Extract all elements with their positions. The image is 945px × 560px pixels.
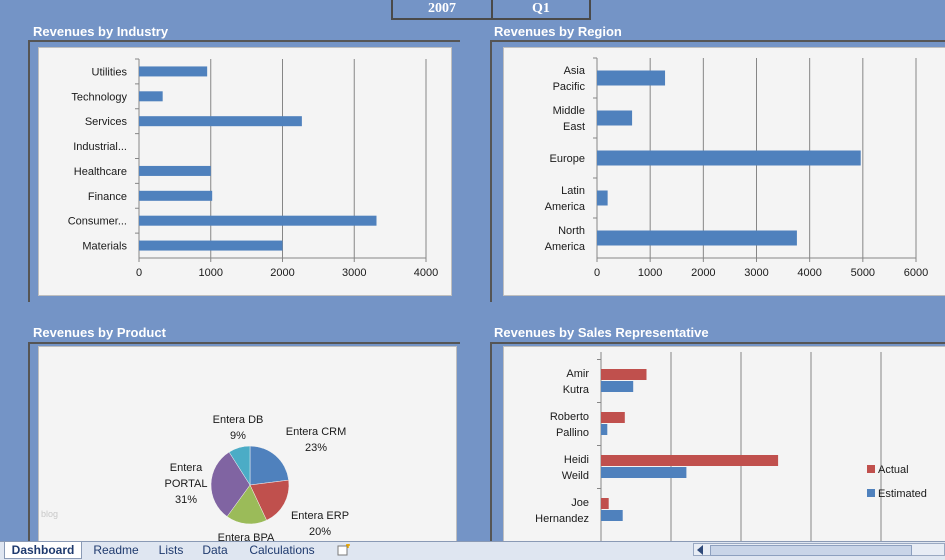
region-panel-rule xyxy=(490,40,945,42)
region-bar xyxy=(597,230,797,246)
industry-tick-label: 0 xyxy=(136,267,142,279)
sales-panel-rule xyxy=(490,342,945,344)
pie-label: Entera CRM 23% xyxy=(286,426,347,454)
horizontal-scrollbar[interactable] xyxy=(693,543,945,556)
industry-panel-edge xyxy=(28,40,30,302)
sales-category-label: Roberto Pallino xyxy=(550,411,589,439)
industry-category-label: Finance xyxy=(88,191,127,203)
region-category-label: Middle East xyxy=(553,105,585,133)
pie-slice-entera-bpa xyxy=(226,484,267,525)
industry-bar xyxy=(139,240,283,251)
insert-sheet-icon[interactable] xyxy=(332,542,356,558)
industry-category-label: Materials xyxy=(82,241,127,253)
industry-bar xyxy=(139,91,163,102)
industry-category-label: Technology xyxy=(71,91,127,103)
tab-lists[interactable]: Lists xyxy=(158,543,184,557)
region-bar xyxy=(597,190,608,206)
region-panel-title: Revenues by Region xyxy=(494,24,622,39)
tab-readme[interactable]: Readme xyxy=(93,543,139,557)
industry-chart-svg: 0 1000 2000 3000 4000 Utilities Technology Serv… xyxy=(68,58,438,279)
product-panel-rule xyxy=(28,342,460,344)
region-tick-label: 3000 xyxy=(744,267,768,279)
region-bar xyxy=(597,110,633,126)
sales-panel-title: Revenues by Sales Representative xyxy=(494,325,709,340)
insert-sheet-glyph xyxy=(337,544,350,556)
quarter-selector[interactable]: Q1 xyxy=(491,0,591,20)
region-tick-label: 4000 xyxy=(797,267,821,279)
industry-tick-label: 1000 xyxy=(199,267,223,279)
year-selector[interactable]: 2007 xyxy=(391,0,493,20)
industry-bar xyxy=(139,215,377,226)
industry-panel-rule xyxy=(28,40,460,42)
sales-chart-svg: Amir Kutra Roberto Pallino Heidi Weild Joe Hern… xyxy=(535,352,927,544)
region-panel-edge xyxy=(490,40,492,302)
industry-bar xyxy=(139,116,302,127)
industry-bar xyxy=(139,165,211,176)
pie-label: Entera DB 9% xyxy=(213,414,264,442)
region-category-label: North America xyxy=(545,225,586,253)
region-bar xyxy=(597,70,666,86)
sales-category-label: Heidi Weild xyxy=(562,454,589,482)
industry-bar xyxy=(139,190,213,201)
sales-bar-estimated xyxy=(601,467,687,478)
industry-tick-label: 2000 xyxy=(270,267,294,279)
sales-legend-swatch-estimated xyxy=(867,489,875,497)
watermark-text: blog xyxy=(41,509,59,519)
pie-slice-entera-erp xyxy=(249,479,290,521)
pie-slice-entera-crm xyxy=(249,445,289,486)
sales-panel-edge xyxy=(490,342,492,542)
pie-slice-entera-db xyxy=(228,445,251,486)
region-tick-label: 1000 xyxy=(638,267,662,279)
region-tick-label: 0 xyxy=(594,267,600,279)
sales-bar-actual xyxy=(601,498,609,509)
region-bar xyxy=(597,150,861,166)
scrollbar-thumb[interactable] xyxy=(710,545,912,556)
region-category-label: Asia Pacific xyxy=(553,65,586,93)
industry-category-label: Services xyxy=(85,116,128,128)
sales-legend-swatch-actual xyxy=(867,465,875,473)
industry-category-label: Utilities xyxy=(92,66,128,78)
sales-category-label: Amir Kutra xyxy=(563,368,590,396)
product-panel-edge xyxy=(28,342,30,542)
industry-tick-label: 3000 xyxy=(342,267,366,279)
sales-bar-estimated xyxy=(601,381,634,392)
region-category-label: Europe xyxy=(550,153,585,165)
product-panel-title: Revenues by Product xyxy=(33,325,166,340)
region-tick-label: 6000 xyxy=(904,267,928,279)
sales-bar-estimated xyxy=(601,510,623,521)
industry-category-label: Consumer... xyxy=(68,216,127,228)
region-tick-label: 2000 xyxy=(691,267,715,279)
pie-label: Entera PORTAL 31% xyxy=(165,462,208,506)
sales-bar-actual xyxy=(601,412,625,423)
industry-category-label: Industrial... xyxy=(73,141,127,153)
region-category-label: Latin America xyxy=(545,185,586,213)
industry-category-label: Healthcare xyxy=(74,166,127,178)
industry-tick-label: 4000 xyxy=(414,267,438,279)
region-tick-label: 5000 xyxy=(851,267,875,279)
sales-chart[interactable]: Amir Kutra Roberto Pallino Heidi Weild Joe Hern… xyxy=(503,346,945,548)
tab-data[interactable]: Data xyxy=(202,543,228,557)
scroll-left-icon[interactable] xyxy=(697,545,703,555)
pie-slice-entera-portal xyxy=(210,451,251,517)
region-chart[interactable]: 0 1000 2000 3000 4000 5000 6000 Asia Pacific Midd… xyxy=(503,47,945,296)
industry-panel-title: Revenues by Industry xyxy=(33,24,169,39)
sales-category-label: Joe Hernandez xyxy=(535,497,589,525)
tab-dashboard[interactable]: Dashboard xyxy=(4,542,82,559)
sales-bar-actual xyxy=(601,369,647,380)
tab-calculations[interactable]: Calculations xyxy=(249,543,315,557)
sales-legend-label: Estimated xyxy=(878,488,927,500)
sales-bar-actual xyxy=(601,455,779,466)
industry-bar xyxy=(139,66,208,77)
industry-chart[interactable]: 0 1000 2000 3000 4000 Utilities Technology Serv… xyxy=(38,47,452,296)
region-chart-svg: 0 1000 2000 3000 4000 5000 6000 Asia Pacific Midd… xyxy=(545,57,928,279)
sales-bar-estimated xyxy=(601,424,608,435)
pie-label: Entera ERP 20% xyxy=(291,510,349,538)
sales-legend-label: Actual xyxy=(878,464,909,476)
